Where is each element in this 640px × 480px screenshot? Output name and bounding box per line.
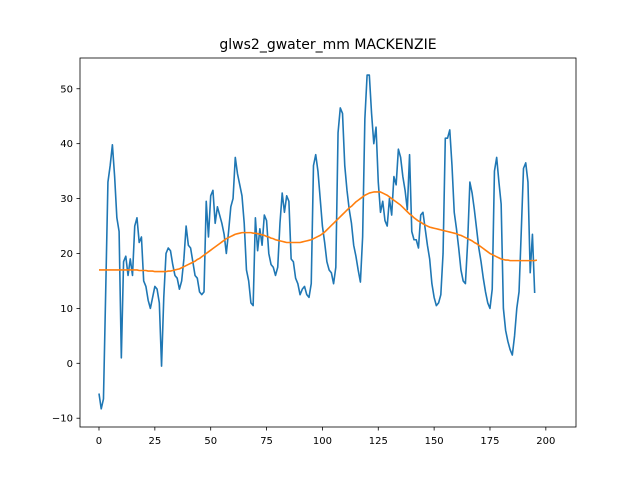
axes: 0 25 50 75 100 125 150 175 200 −10 0 10 20 30 40 50 xyxy=(52,57,577,447)
plot-area xyxy=(98,74,538,410)
y-tick-label: 40 xyxy=(60,139,73,150)
series-2-line xyxy=(98,191,538,273)
y-tick-label: 30 xyxy=(60,194,73,205)
y-tick-label: 10 xyxy=(60,304,73,315)
y-tick-label: 0 xyxy=(67,359,73,370)
x-tick-label: 25 xyxy=(148,436,161,447)
x-tick-label: 200 xyxy=(536,436,555,447)
chart-title: glws2_gwater_mm MACKENZIE xyxy=(219,37,436,53)
y-tick-label: 50 xyxy=(60,84,73,95)
x-tick-label: 150 xyxy=(425,436,444,447)
y-tick-label: 20 xyxy=(60,249,73,260)
series-1-line xyxy=(98,74,536,410)
y-tick-label: −10 xyxy=(52,414,73,425)
x-tick-label: 100 xyxy=(313,436,332,447)
x-tick-label: 75 xyxy=(260,436,273,447)
x-tick-label: 50 xyxy=(204,436,217,447)
x-tick-label: 125 xyxy=(369,436,388,447)
x-tick-label: 175 xyxy=(480,436,499,447)
x-tick-label: 0 xyxy=(96,436,102,447)
plot-frame xyxy=(79,57,577,428)
